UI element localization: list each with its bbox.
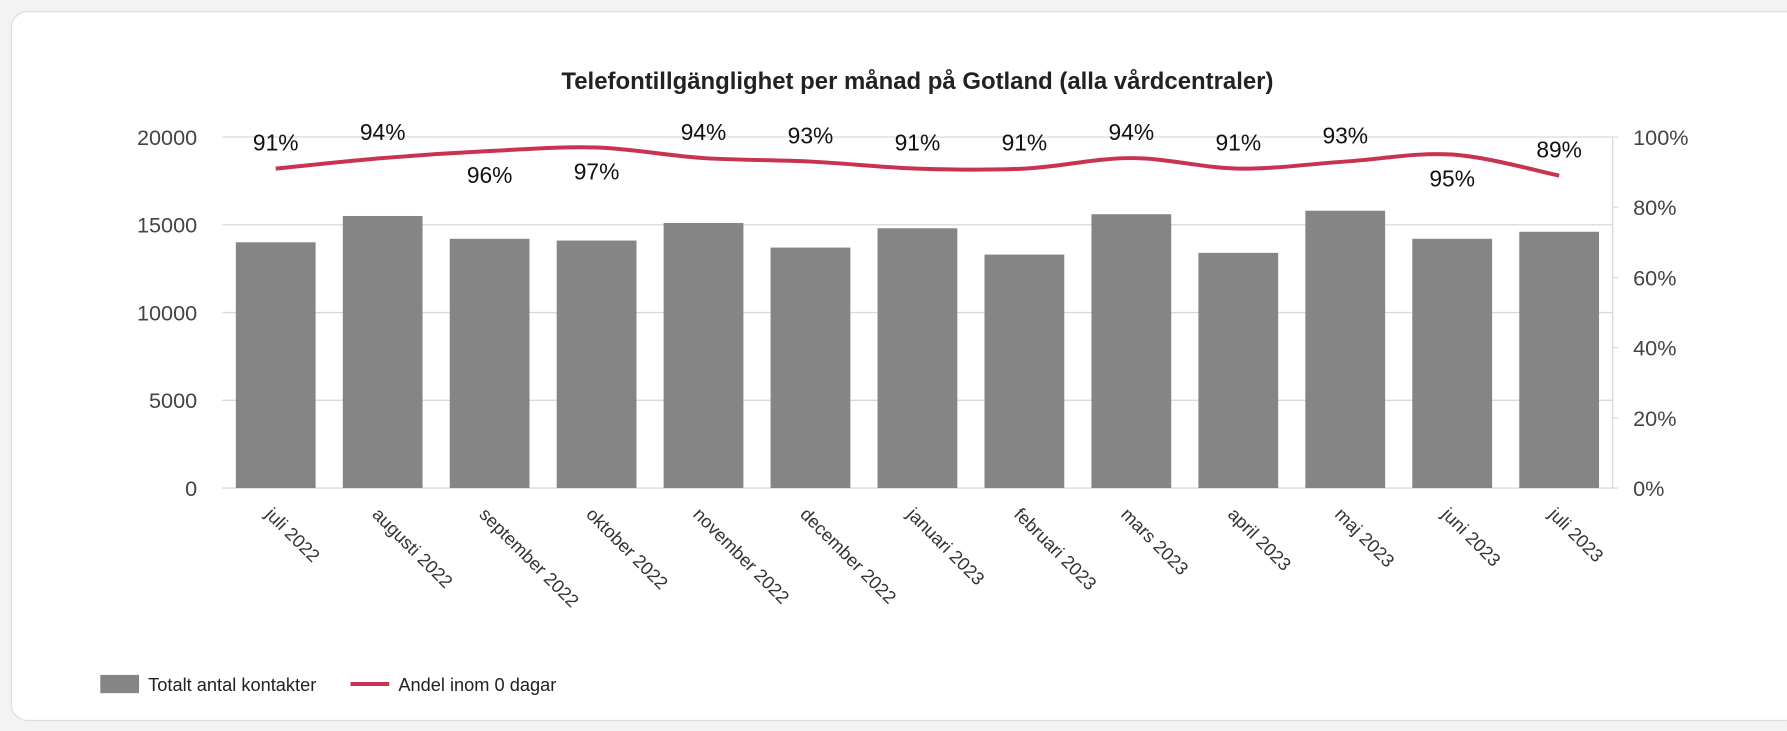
data-label: 91% bbox=[895, 129, 941, 155]
y2-tick-label: 80% bbox=[1633, 195, 1676, 220]
y2-tick-label: 100% bbox=[1633, 125, 1688, 150]
data-label: 89% bbox=[1536, 136, 1582, 162]
data-label: 97% bbox=[574, 158, 620, 184]
legend-label: Totalt antal kontakter bbox=[148, 674, 316, 695]
data-label: 94% bbox=[681, 119, 727, 145]
bar bbox=[984, 254, 1065, 489]
y-tick-label: 10000 bbox=[137, 300, 197, 325]
y2-tick-label: 20% bbox=[1633, 406, 1676, 431]
y-tick-label: 15000 bbox=[137, 213, 197, 238]
bar bbox=[556, 240, 637, 489]
legend-label: Andel inom 0 dagar bbox=[398, 674, 556, 695]
bar bbox=[770, 247, 851, 489]
y-tick-label: 0 bbox=[185, 476, 197, 501]
y2-tick-label: 0% bbox=[1633, 476, 1664, 501]
data-label: 95% bbox=[1429, 165, 1475, 191]
bar bbox=[1198, 252, 1279, 489]
bar bbox=[1091, 214, 1172, 489]
y2-tick-label: 40% bbox=[1633, 336, 1676, 361]
legend-swatch bbox=[100, 674, 140, 694]
bar bbox=[1305, 210, 1386, 489]
y-tick-label: 5000 bbox=[149, 388, 197, 413]
y2-tick-label: 60% bbox=[1633, 265, 1676, 290]
chart-title: Telefontillgänglighet per månad på Gotla… bbox=[561, 68, 1273, 95]
bar bbox=[449, 238, 530, 489]
bar bbox=[342, 215, 423, 489]
data-label: 91% bbox=[1002, 129, 1048, 155]
data-label: 93% bbox=[1322, 122, 1368, 148]
bar bbox=[877, 228, 958, 489]
data-label: 91% bbox=[1215, 129, 1261, 155]
data-label: 91% bbox=[253, 129, 299, 155]
bar bbox=[235, 242, 316, 489]
bar bbox=[1412, 238, 1493, 489]
data-label: 94% bbox=[360, 119, 406, 145]
line bbox=[275, 145, 1560, 178]
y-tick-label: 20000 bbox=[137, 125, 197, 150]
data-label: 94% bbox=[1109, 119, 1155, 145]
data-label: 96% bbox=[467, 162, 513, 188]
bar bbox=[1519, 231, 1600, 489]
data-label: 93% bbox=[788, 122, 834, 148]
bar bbox=[663, 222, 744, 489]
